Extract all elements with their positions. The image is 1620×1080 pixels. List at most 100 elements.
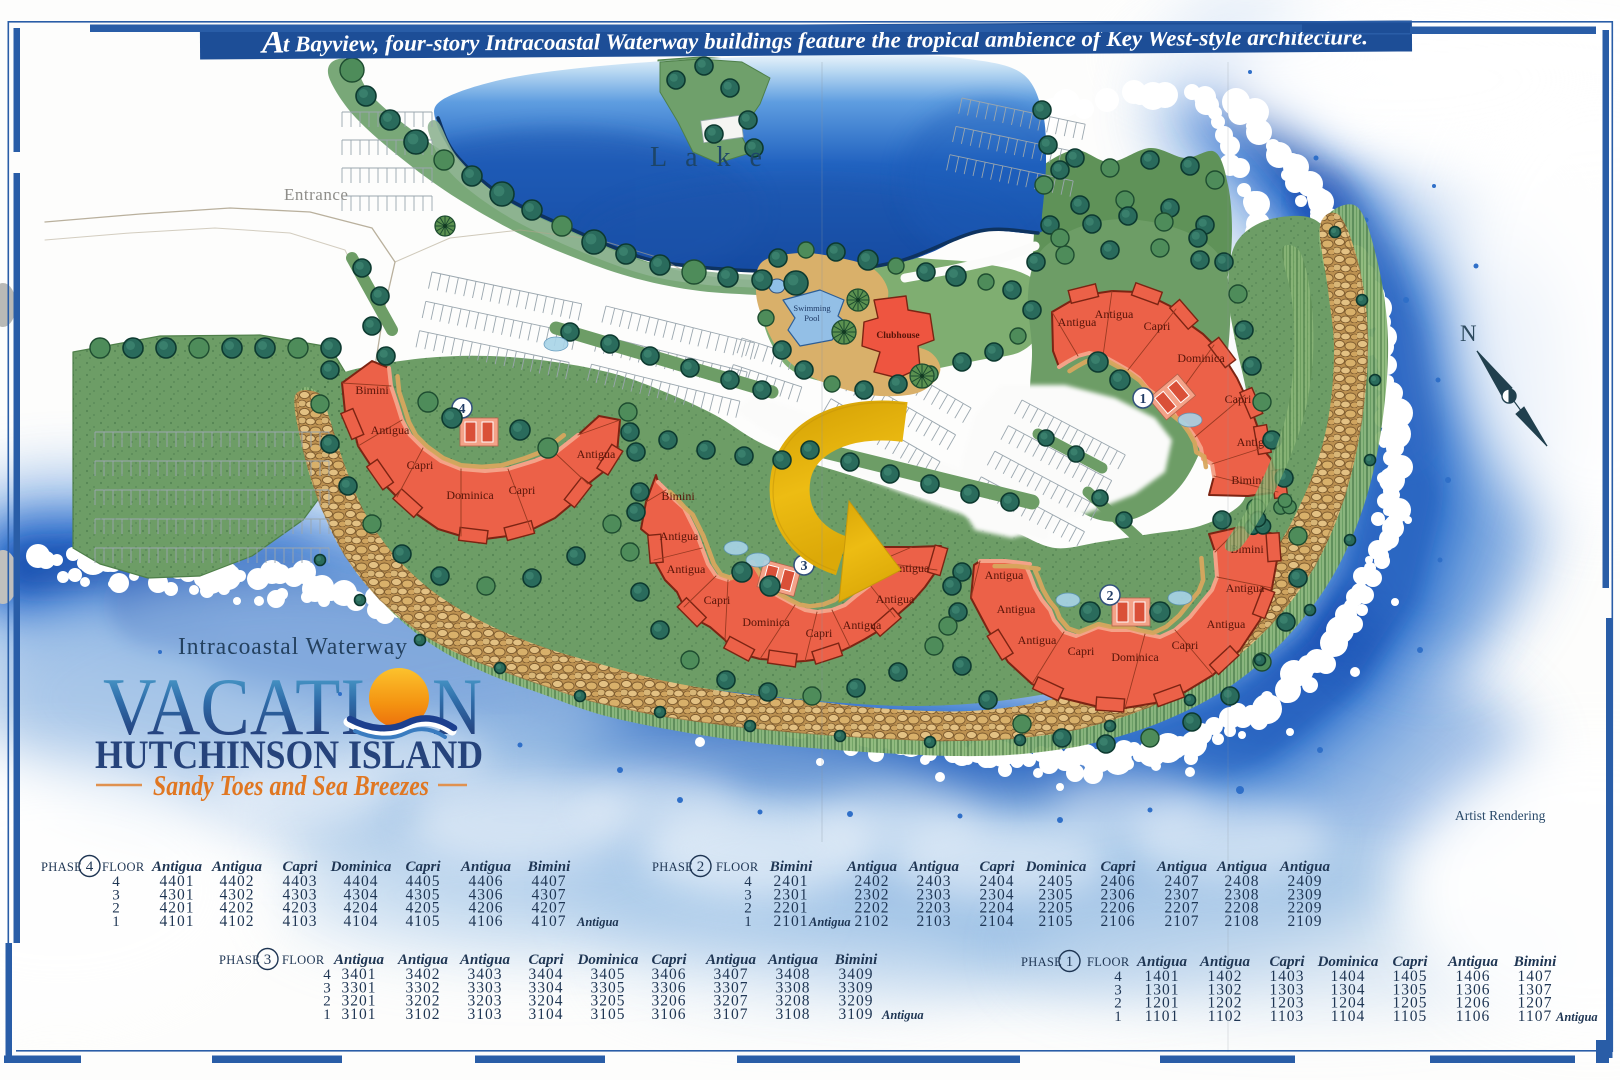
svg-text:3106: 3106 (652, 1006, 687, 1023)
svg-text:Dominica: Dominica (1177, 351, 1225, 365)
svg-text:2103: 2103 (917, 913, 952, 930)
svg-text:1307: 1307 (1518, 981, 1553, 998)
svg-text:FLOOR: FLOOR (716, 860, 759, 874)
svg-text:4106: 4106 (469, 913, 504, 930)
svg-text:Capri: Capri (806, 626, 833, 640)
svg-text:Capri: Capri (282, 859, 318, 875)
svg-text:1: 1 (1140, 392, 1147, 407)
svg-text:4306: 4306 (469, 886, 504, 903)
svg-text:4302: 4302 (220, 886, 255, 903)
svg-text:2: 2 (1114, 996, 1122, 1012)
svg-text:2308: 2308 (1225, 886, 1260, 903)
svg-text:Antigua: Antigua (371, 423, 410, 437)
svg-text:4305: 4305 (406, 886, 441, 903)
svg-text:2: 2 (323, 994, 331, 1010)
svg-text:Capri: Capri (405, 859, 441, 875)
svg-text:4102: 4102 (220, 913, 255, 930)
svg-text:3405: 3405 (591, 966, 626, 983)
svg-text:4104: 4104 (344, 913, 379, 930)
svg-text:1404: 1404 (1331, 968, 1366, 985)
svg-text:2303: 2303 (917, 886, 952, 903)
svg-text:Capri: Capri (1068, 644, 1095, 658)
svg-text:Capri: Capri (979, 859, 1015, 875)
svg-text:1403: 1403 (1270, 968, 1305, 985)
svg-text:3206: 3206 (652, 993, 687, 1010)
svg-text:Capri: Capri (1392, 954, 1428, 970)
svg-text:3207: 3207 (714, 993, 749, 1010)
svg-text:1: 1 (1114, 1009, 1122, 1025)
svg-text:Antigua: Antigua (577, 447, 616, 461)
svg-text:FLOOR: FLOOR (1087, 955, 1130, 969)
svg-text:Dominica: Dominica (742, 615, 790, 629)
svg-text:Antigua: Antigua (876, 592, 915, 606)
svg-text:Antigua: Antigua (667, 562, 706, 576)
svg-text:Antigua: Antigua (1555, 1010, 1598, 1024)
svg-text:Dominica: Dominica (1025, 859, 1087, 875)
svg-text:Antigua: Antigua (891, 561, 930, 575)
svg-text:4: 4 (86, 859, 94, 875)
svg-text:2106: 2106 (1101, 913, 1136, 930)
svg-text:3103: 3103 (468, 1006, 503, 1023)
svg-text:1406: 1406 (1456, 968, 1491, 985)
svg-text:2409: 2409 (1288, 873, 1323, 890)
svg-text:Antigua: Antigua (1136, 954, 1188, 970)
svg-text:Entrance: Entrance (284, 185, 348, 204)
svg-text:4: 4 (112, 874, 120, 890)
svg-text:4207: 4207 (532, 900, 567, 917)
svg-text:Artist Rendering: Artist Rendering (1455, 808, 1546, 823)
svg-text:3407: 3407 (714, 966, 749, 983)
svg-text:Capri: Capri (1100, 859, 1136, 875)
svg-text:VACATI: VACATI (103, 661, 365, 752)
svg-text:1303: 1303 (1270, 981, 1305, 998)
svg-text:Swimming: Swimming (793, 303, 831, 313)
svg-text:3308: 3308 (776, 979, 811, 996)
svg-text:Capri: Capri (1225, 392, 1252, 406)
svg-text:3104: 3104 (529, 1006, 564, 1023)
svg-text:2202: 2202 (855, 900, 890, 917)
svg-text:Bimini: Bimini (1513, 954, 1557, 970)
svg-text:3203: 3203 (468, 993, 503, 1010)
svg-text:Antigua: Antigua (1095, 307, 1134, 321)
svg-text:Antigua: Antigua (985, 568, 1024, 582)
svg-text:2403: 2403 (917, 873, 952, 890)
svg-text:Bimini: Bimini (661, 489, 695, 503)
svg-text:1401: 1401 (1145, 968, 1180, 985)
svg-text:Capri: Capri (407, 458, 434, 472)
svg-text:Antigua: Antigua (1058, 315, 1097, 329)
svg-text:Antigua: Antigua (397, 952, 449, 968)
svg-text:4: 4 (459, 402, 466, 417)
svg-text:Bimini: Bimini (527, 859, 571, 875)
svg-text:Capri: Capri (651, 952, 687, 968)
svg-text:2201: 2201 (774, 900, 809, 917)
svg-text:3205: 3205 (591, 993, 626, 1010)
svg-text:Bimini: Bimini (769, 859, 813, 875)
svg-text:HUTCHINSON ISLAND: HUTCHINSON ISLAND (95, 732, 483, 777)
svg-text:3307: 3307 (714, 979, 749, 996)
svg-text:Capri: Capri (1172, 638, 1199, 652)
svg-text:3102: 3102 (406, 1006, 441, 1023)
svg-text:3109: 3109 (839, 1006, 874, 1023)
svg-text:4402: 4402 (220, 873, 255, 890)
svg-text:2407: 2407 (1165, 873, 1200, 890)
svg-text:1202: 1202 (1208, 995, 1243, 1012)
svg-text:2309: 2309 (1288, 886, 1323, 903)
svg-text:2306: 2306 (1101, 886, 1136, 903)
svg-text:3402: 3402 (406, 966, 441, 983)
svg-text:4307: 4307 (532, 886, 567, 903)
svg-text:4304: 4304 (344, 886, 379, 903)
svg-text:2: 2 (744, 901, 752, 917)
svg-text:Antigua: Antigua (705, 952, 757, 968)
svg-text:2105: 2105 (1039, 913, 1074, 930)
svg-text:2302: 2302 (855, 886, 890, 903)
svg-text:3306: 3306 (652, 979, 687, 996)
svg-text:FLOOR: FLOOR (102, 860, 145, 874)
svg-text:1402: 1402 (1208, 968, 1243, 985)
svg-text:1207: 1207 (1518, 995, 1553, 1012)
svg-text:4204: 4204 (344, 900, 379, 917)
svg-text:3: 3 (323, 980, 331, 996)
svg-text:Dominica: Dominica (330, 859, 392, 875)
svg-text:3208: 3208 (776, 993, 811, 1010)
svg-text:Antigua: Antigua (460, 859, 512, 875)
svg-text:Antigua: Antigua (333, 952, 385, 968)
svg-text:1105: 1105 (1393, 1008, 1427, 1025)
